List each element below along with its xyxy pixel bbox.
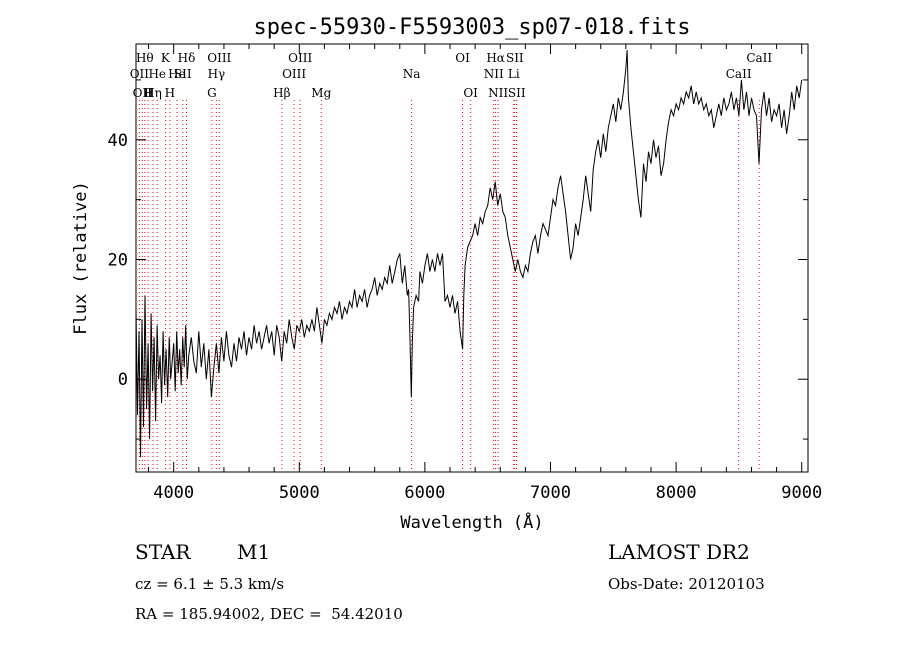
line-marker-label: H [143, 86, 153, 100]
survey-name: LAMOST DR2 [608, 540, 750, 564]
line-marker-label: CaII [746, 51, 772, 65]
spectrum-line [135, 49, 803, 458]
line-marker-label: Hθ [136, 51, 154, 65]
x-tick-label: 9000 [781, 483, 822, 503]
line-marker-label: K [161, 51, 171, 65]
redshift-velocity: cz = 6.1 ± 5.3 km/s [135, 575, 285, 593]
y-tick-label: 0 [118, 370, 128, 390]
line-marker-label: Hδ [178, 51, 196, 65]
line-marker-label: Hβ [273, 86, 290, 100]
x-tick-label: 7000 [530, 483, 571, 503]
line-marker-label: SII [506, 51, 524, 65]
line-marker-label: OIII [288, 51, 312, 65]
y-axis-ticks: 0 20 40 [108, 79, 808, 440]
y-tick-label: 40 [108, 131, 128, 151]
y-axis-label: Flux (relative) [71, 181, 91, 335]
line-marker-label: OII [133, 86, 153, 100]
x-tick-label: 5000 [279, 483, 320, 503]
line-marker-label: OIII [207, 51, 231, 65]
line-marker-label: He [148, 67, 166, 81]
chart-title: spec-55930-F5593003_sp07-018.fits [253, 15, 690, 40]
plot-frame [135, 43, 809, 473]
emission-line-labels: OIIOIIHθHHηHeKHHeSIIHδGHγOIIIHβOIIIOIIIM… [130, 51, 773, 100]
line-marker-label: NII [488, 86, 508, 100]
line-marker-label: OII [130, 67, 150, 81]
line-marker-label: He [168, 67, 186, 81]
x-tick-label: 8000 [656, 483, 697, 503]
object-subclass: M1 [237, 540, 271, 564]
line-marker-label: Mg [311, 86, 331, 100]
line-marker-label: G [207, 86, 217, 100]
x-tick-label: 6000 [404, 483, 445, 503]
line-marker-label: OI [455, 51, 470, 65]
y-tick-label: 20 [108, 250, 128, 270]
coordinates: RA = 185.94002, DEC = 54.42010 [135, 605, 403, 623]
line-marker-label: Hγ [208, 67, 226, 81]
line-marker-label: Hη [144, 86, 162, 100]
emission-line-markers [138, 100, 760, 472]
object-type: STAR [135, 540, 191, 564]
line-marker-label: SII [508, 86, 526, 100]
line-marker-label: Li [508, 67, 520, 81]
observation-date: Obs-Date: 20120103 [608, 575, 765, 593]
line-marker-label: SII [174, 67, 192, 81]
line-marker-label: Na [403, 67, 421, 81]
x-tick-label: 4000 [153, 483, 194, 503]
line-marker-label: H [165, 86, 175, 100]
line-marker-label: Hα [486, 51, 505, 65]
line-marker-label: OI [463, 86, 478, 100]
x-axis-ticks: 4000 5000 6000 7000 8000 9000 [148, 44, 822, 503]
x-axis-label: Wavelength (Å) [400, 511, 543, 533]
line-marker-label: CaII [726, 67, 752, 81]
line-marker-label: OIII [282, 67, 306, 81]
line-marker-label: NII [484, 67, 504, 81]
